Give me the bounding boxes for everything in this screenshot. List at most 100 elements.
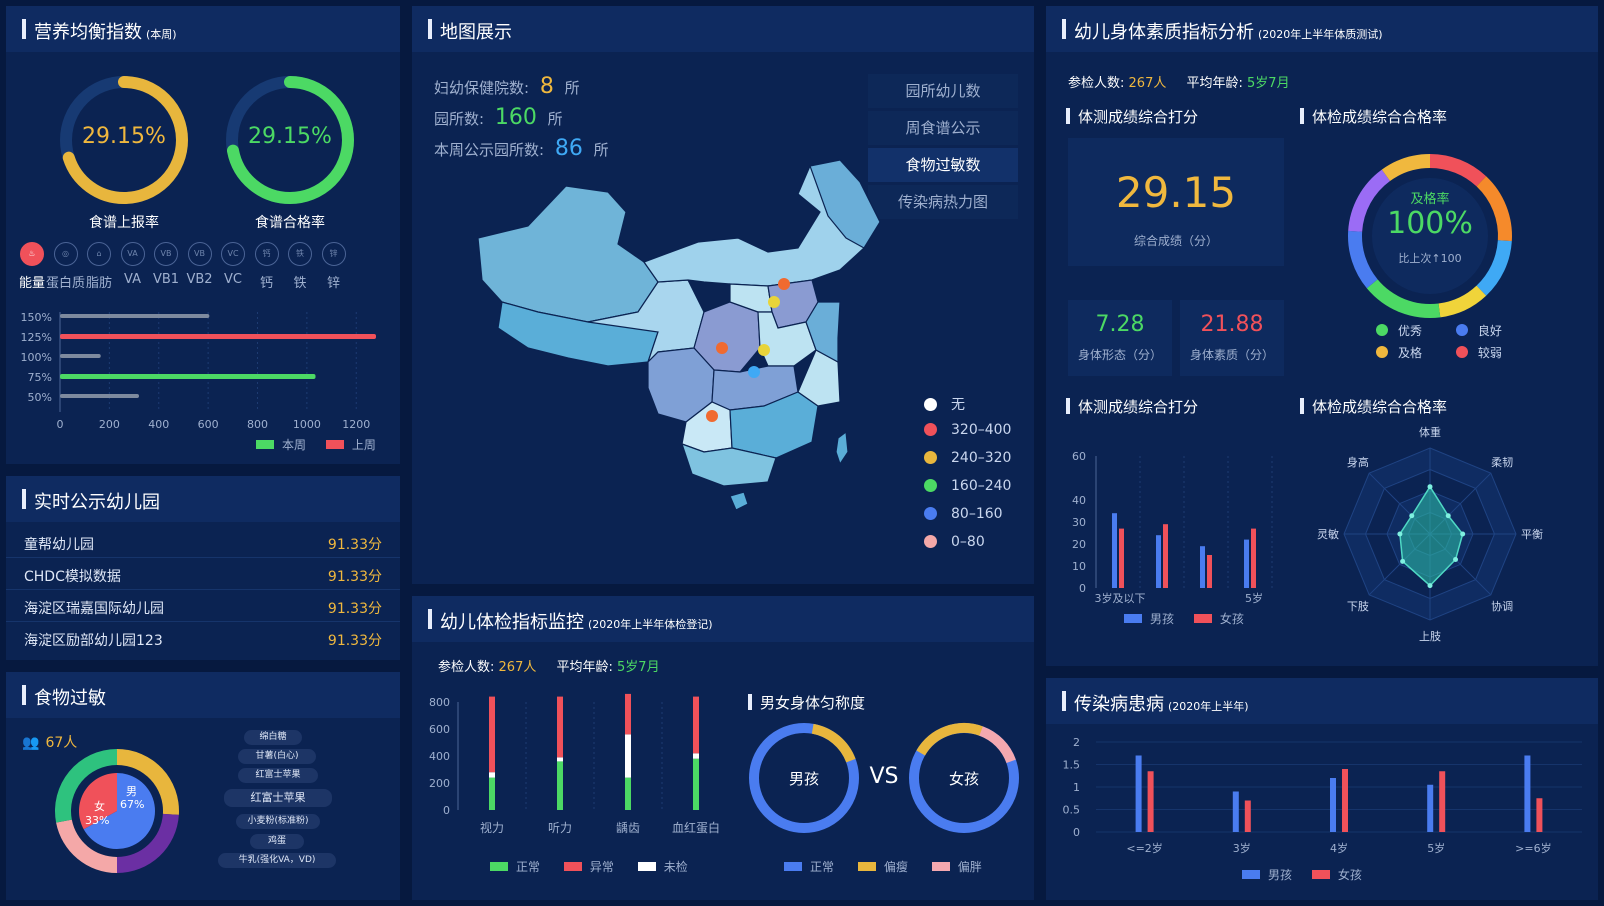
legend-dot-icon xyxy=(924,398,937,411)
bar xyxy=(1439,771,1446,832)
va-icon[interactable]: VA xyxy=(120,242,145,266)
x-tick-label: 3岁及以下 xyxy=(1095,591,1146,605)
vb2-icon[interactable]: VB xyxy=(187,242,212,266)
nutrient-label[interactable]: 脂肪 xyxy=(85,276,112,291)
menu-weekly-recipes[interactable]: 周食谱公示 xyxy=(868,111,1018,145)
legend-abnormal: 异常 xyxy=(589,860,614,874)
dot-icon xyxy=(1376,346,1388,358)
legend-boy-swatch xyxy=(1124,614,1142,623)
bar xyxy=(1330,778,1336,832)
calcium-icon[interactable]: 钙 xyxy=(254,242,279,266)
kindergarten-row[interactable]: 海淀区励部幼儿园123 91.33分 xyxy=(6,622,400,654)
map-legend-item[interactable]: 无 xyxy=(924,394,965,414)
ring-segment xyxy=(1348,230,1378,289)
map-region xyxy=(681,443,777,487)
bar xyxy=(1427,784,1434,832)
menu-food-allergy[interactable]: 食物过敏数 xyxy=(868,148,1018,182)
vb1-icon[interactable]: VB xyxy=(154,242,178,266)
bar xyxy=(1244,539,1249,588)
y-tick-label: 1 xyxy=(1073,781,1080,794)
x-tick-label: 0 xyxy=(57,418,64,431)
egg-icon[interactable]: ◎ xyxy=(53,242,78,266)
y-tick-label: 30 xyxy=(1072,516,1086,529)
boy-uniformity-ring xyxy=(749,723,859,833)
report-rate-value: 29.15% xyxy=(82,124,166,149)
x-tick-label: 龋齿 xyxy=(616,820,640,835)
iron-icon[interactable]: 铁 xyxy=(288,242,312,266)
participants-value: 267人 xyxy=(498,660,537,675)
y-tick-label: 0 xyxy=(443,804,450,817)
nutrition-bar-chart: 0 200 400 600 800 1000 1200 150% 125% 100% 75% 50% xyxy=(21,311,376,431)
ring-center xyxy=(1372,178,1488,294)
pie-slice xyxy=(79,773,117,830)
radar-point xyxy=(1445,513,1451,519)
bar xyxy=(1119,528,1124,588)
heat-spot xyxy=(716,342,728,354)
rate-legend: 优秀 良好 及格 较弱 xyxy=(1376,320,1502,364)
taiwan-region xyxy=(835,430,849,466)
y-tick-label: 0 xyxy=(1073,826,1080,839)
stat-unit: 所 xyxy=(564,79,580,97)
girl-uniformity-ring xyxy=(909,723,1019,834)
bar xyxy=(1251,528,1256,588)
y-tick-label: 0 xyxy=(1079,582,1086,595)
menu-disease-heatmap[interactable]: 传染病热力图 xyxy=(868,185,1018,219)
dot-icon xyxy=(1455,346,1468,358)
nutrient-label[interactable]: 蛋白质 xyxy=(45,276,85,291)
uniformity-title: 男女身体匀称度 xyxy=(748,692,865,713)
map-legend-item[interactable]: 0–80 xyxy=(924,534,985,550)
legend-last-week: 上周 xyxy=(351,438,376,452)
map-region xyxy=(477,185,659,323)
flame-icon[interactable]: ♨ xyxy=(20,242,44,266)
legend-dot-icon xyxy=(924,507,937,520)
stacked-bar-segment xyxy=(625,734,631,778)
disease-panel: 传染病患病 (2020年上半年) 0 0.5 1 1.5 2 <=2岁 3岁 4岁 5岁 >=6岁 … xyxy=(1046,678,1598,900)
legend-dot-icon xyxy=(924,423,937,436)
china-map xyxy=(477,159,881,511)
exam-panel: 幼儿体检指标监控 (2020年上半年体检登记) 参检人数: 267人 平均年龄: … xyxy=(412,596,1034,900)
shape-score-label: 身体形态（分） xyxy=(1077,348,1162,362)
y-tick-label: 125% xyxy=(21,331,52,344)
nutrient-label[interactable]: 能量 xyxy=(18,276,45,291)
kindergarten-row[interactable]: CHDC模拟数据 91.33分 xyxy=(6,558,400,590)
quality-card xyxy=(1180,300,1284,376)
map-legend-item[interactable]: 240–320 xyxy=(924,450,1011,466)
nutrient-label[interactable]: 锌 xyxy=(326,276,340,291)
x-tick-label: 1200 xyxy=(342,418,370,431)
kindergarten-score: 91.33分 xyxy=(327,569,382,585)
map-legend-item[interactable]: 160–240 xyxy=(924,478,1011,494)
ring-segment xyxy=(1438,285,1487,318)
legend-dot-icon xyxy=(924,479,937,492)
nutrient-label[interactable]: 钙 xyxy=(259,276,273,291)
oil-icon[interactable]: ⌂ xyxy=(87,242,111,266)
heat-spot xyxy=(748,366,760,378)
allergen-pill: 甘薯(白心) xyxy=(238,749,316,764)
pass-rate-gauge xyxy=(226,76,354,204)
legend-abnormal-swatch xyxy=(563,862,582,871)
kindergarten-row[interactable]: 童帮幼儿园 91.33分 xyxy=(6,526,400,558)
radar-axis-label: 下肢 xyxy=(1347,599,1369,613)
menu-kindergarten-children[interactable]: 园所幼儿数 xyxy=(868,74,1018,108)
nutrient-label[interactable]: 铁 xyxy=(293,276,307,291)
vc-icon[interactable]: VC xyxy=(221,242,245,266)
stat-unit: 所 xyxy=(547,110,563,128)
y-tick-label: 150% xyxy=(21,311,52,324)
male-label: 男 xyxy=(126,785,137,798)
stacked-bar-segment xyxy=(557,761,563,810)
nutrient-label[interactable]: VB1 xyxy=(152,272,180,287)
map-legend-item[interactable]: 80–160 xyxy=(924,506,1003,522)
nutrient-label[interactable]: VB2 xyxy=(186,272,213,287)
legend-boy: 男孩 xyxy=(1150,612,1175,626)
nutrient-label[interactable]: VC xyxy=(224,272,242,287)
map-legend-item[interactable]: 320–400 xyxy=(924,422,1011,438)
nutrient-selector: ♨ 能量 ◎ 蛋白质 ⌂ 脂肪 VA VA VB VB1 VB VB2 VC VC 钙钙铁铁锌锌 xyxy=(14,242,394,298)
nutrient-label[interactable]: VA xyxy=(124,272,141,287)
header-bar xyxy=(22,685,26,705)
disease-header: 传染病患病 (2020年上半年) xyxy=(1046,678,1598,724)
allergy-count: 👥 67人 xyxy=(22,732,77,752)
header-bar xyxy=(1300,108,1304,124)
zinc-icon[interactable]: 锌 xyxy=(321,242,346,266)
kindergarten-row[interactable]: 海淀区瑞嘉国际幼儿园 91.33分 xyxy=(6,590,400,622)
header-bar xyxy=(428,19,432,39)
